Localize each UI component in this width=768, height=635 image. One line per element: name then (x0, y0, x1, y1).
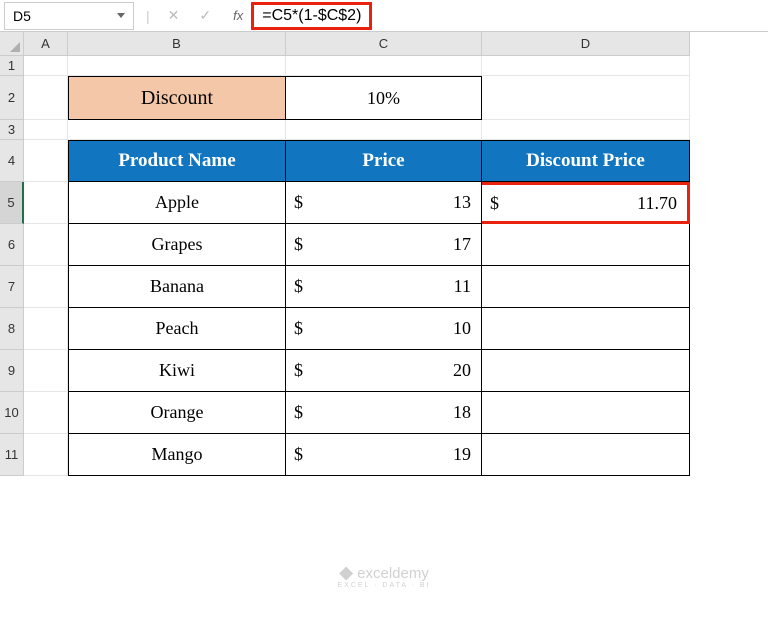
price-value: 11 (454, 276, 471, 297)
cell-a8[interactable] (24, 308, 68, 350)
discount-label-cell[interactable]: Discount (68, 76, 286, 120)
cell-d2[interactable] (482, 76, 690, 120)
col-head-b[interactable]: B (68, 32, 286, 56)
name-box-value: D5 (13, 8, 31, 24)
cell-dprice-6[interactable] (482, 434, 690, 476)
currency-symbol: $ (294, 192, 303, 213)
table-header-price[interactable]: Price (286, 140, 482, 182)
name-box-dropdown-icon[interactable] (117, 13, 125, 18)
discount-value-cell[interactable]: 10% (286, 76, 482, 120)
cell-a11[interactable] (24, 434, 68, 476)
cell-price-4[interactable]: $ 20 (286, 350, 482, 392)
cell-a3[interactable] (24, 120, 68, 140)
cell-a7[interactable] (24, 266, 68, 308)
price-value: 17 (453, 234, 471, 255)
cell-product-3[interactable]: Peach (68, 308, 286, 350)
col-head-d[interactable]: D (482, 32, 690, 56)
formula-input[interactable]: =C5*(1-$C$2) (251, 2, 372, 30)
confirm-icon[interactable]: ✓ (189, 7, 221, 24)
currency-symbol: $ (294, 276, 303, 297)
cell-a2[interactable] (24, 76, 68, 120)
cancel-icon[interactable]: ✕ (158, 7, 190, 24)
cell-price-3[interactable]: $ 10 (286, 308, 482, 350)
select-all-corner[interactable] (0, 32, 24, 56)
cell-c1[interactable] (286, 56, 482, 76)
cell-a9[interactable] (24, 350, 68, 392)
cell-price-0[interactable]: $ 13 (286, 182, 482, 224)
row-head-8[interactable]: 8 (0, 308, 24, 350)
currency-symbol: $ (294, 318, 303, 339)
cell-b3[interactable] (68, 120, 286, 140)
cell-a6[interactable] (24, 224, 68, 266)
cell-product-1[interactable]: Grapes (68, 224, 286, 266)
price-value: 18 (453, 402, 471, 423)
cell-price-5[interactable]: $ 18 (286, 392, 482, 434)
currency-symbol: $ (294, 360, 303, 381)
cell-dprice-3[interactable] (482, 308, 690, 350)
row-head-2[interactable]: 2 (0, 76, 24, 120)
cell-dprice-0[interactable]: $ 11.70 (482, 182, 690, 224)
currency-symbol: $ (490, 193, 499, 214)
cell-product-4[interactable]: Kiwi (68, 350, 286, 392)
watermark-icon (339, 567, 353, 581)
cell-product-0[interactable]: Apple (68, 182, 286, 224)
currency-symbol: $ (294, 402, 303, 423)
cell-a5[interactable] (24, 182, 68, 224)
row-head-1[interactable]: 1 (0, 56, 24, 76)
currency-symbol: $ (294, 444, 303, 465)
row-head-11[interactable]: 11 (0, 434, 24, 476)
cell-c3[interactable] (286, 120, 482, 140)
row-head-10[interactable]: 10 (0, 392, 24, 434)
cell-product-6[interactable]: Mango (68, 434, 286, 476)
formula-bar: D5 | ✕ ✓ fx =C5*(1-$C$2) (0, 0, 768, 32)
table-header-discount-price[interactable]: Discount Price (482, 140, 690, 182)
row-head-7[interactable]: 7 (0, 266, 24, 308)
cell-a10[interactable] (24, 392, 68, 434)
price-value: 19 (453, 444, 471, 465)
name-box[interactable]: D5 (4, 2, 134, 30)
cell-a4[interactable] (24, 140, 68, 182)
table-header-product[interactable]: Product Name (68, 140, 286, 182)
col-head-c[interactable]: C (286, 32, 482, 56)
fx-icon[interactable]: fx (221, 8, 251, 23)
cell-b1[interactable] (68, 56, 286, 76)
cell-product-5[interactable]: Orange (68, 392, 286, 434)
row-head-6[interactable]: 6 (0, 224, 24, 266)
row-head-9[interactable]: 9 (0, 350, 24, 392)
watermark: exceldemy EXCEL · DATA · BI (338, 565, 431, 589)
cell-d1[interactable] (482, 56, 690, 76)
cell-dprice-4[interactable] (482, 350, 690, 392)
cell-dprice-5[interactable] (482, 392, 690, 434)
cell-a1[interactable] (24, 56, 68, 76)
row-head-5[interactable]: 5 (0, 182, 24, 224)
cell-product-2[interactable]: Banana (68, 266, 286, 308)
spreadsheet-grid: A B C D 1 2 Discount 10% 3 4 Product Nam… (0, 32, 768, 476)
row-head-3[interactable]: 3 (0, 120, 24, 140)
separator: | (138, 8, 158, 24)
cell-d3[interactable] (482, 120, 690, 140)
col-head-a[interactable]: A (24, 32, 68, 56)
watermark-text1: exceldemy (357, 565, 429, 582)
cell-price-2[interactable]: $ 11 (286, 266, 482, 308)
price-value: 10 (453, 318, 471, 339)
currency-symbol: $ (294, 234, 303, 255)
price-value: 13 (453, 192, 471, 213)
cell-dprice-2[interactable] (482, 266, 690, 308)
row-head-4[interactable]: 4 (0, 140, 24, 182)
cell-dprice-1[interactable] (482, 224, 690, 266)
cell-price-1[interactable]: $ 17 (286, 224, 482, 266)
watermark-text2: EXCEL · DATA · BI (338, 582, 431, 589)
dprice-value: 11.70 (637, 193, 677, 214)
price-value: 20 (453, 360, 471, 381)
cell-price-6[interactable]: $ 19 (286, 434, 482, 476)
